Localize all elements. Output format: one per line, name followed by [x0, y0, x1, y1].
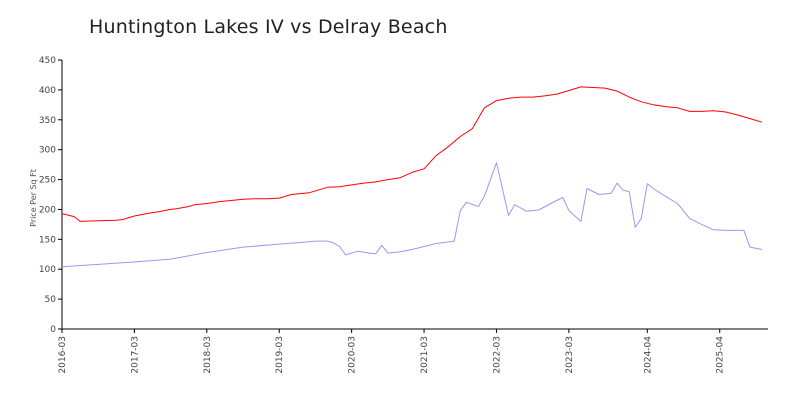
x-tick-label: 2017-03 — [130, 336, 140, 374]
y-tick-label: 250 — [39, 176, 56, 186]
series-line-1 — [61, 86, 763, 222]
chart-title: Huntington Lakes IV vs Delray Beach — [89, 16, 448, 38]
x-tick-label: 2024-04 — [643, 336, 653, 374]
x-tick-label: 2018-03 — [203, 336, 213, 374]
y-tick-label: 450 — [39, 56, 56, 66]
axes: 0 50 100 150 200 250 300 350 400 450 2016-03 2017-0… — [39, 56, 768, 374]
series-line-2 — [61, 162, 763, 268]
x-tick-label: 2025-04 — [716, 336, 726, 374]
x-tick-label: 2022-03 — [492, 336, 502, 374]
y-tick-label: 150 — [39, 235, 56, 245]
x-tick-label: 2019-03 — [275, 336, 285, 374]
y-tick-label: 0 — [50, 325, 56, 335]
y-tick-label: 400 — [39, 86, 56, 96]
y-axis-label: Price Per Sq Ft — [29, 169, 38, 227]
y-tick-label: 50 — [45, 295, 57, 305]
y-tick-label: 350 — [39, 116, 56, 126]
y-tick-label: 100 — [39, 265, 56, 275]
y-tick-label: 300 — [39, 146, 56, 156]
y-tick-label: 200 — [39, 205, 56, 215]
x-tick-label: 2023-03 — [565, 336, 575, 374]
series-layer — [61, 86, 763, 268]
x-tick-label: 2016-03 — [58, 336, 68, 374]
x-tick-label: 2021-03 — [420, 336, 430, 374]
x-tick-label: 2020-03 — [348, 336, 358, 374]
